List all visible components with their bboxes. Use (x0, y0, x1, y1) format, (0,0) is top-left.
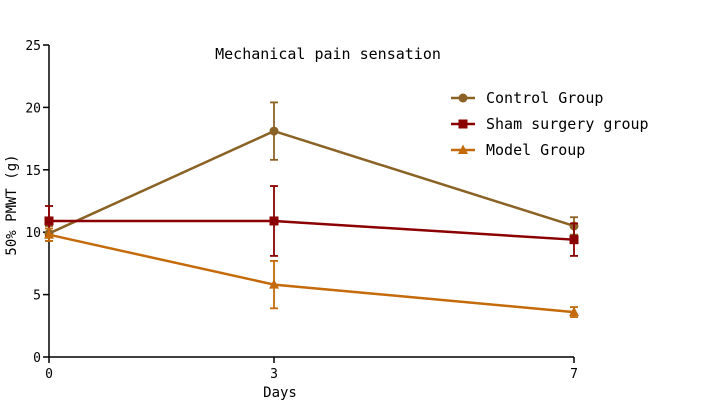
data-point (44, 229, 54, 239)
data-point (269, 279, 279, 289)
legend: Control Group Sham surgery group Model Gro… (451, 89, 649, 159)
legend-item: Control Group (451, 89, 603, 107)
legend-marker (458, 119, 468, 129)
legend-marker (458, 144, 468, 154)
legend-label: Model Group (486, 141, 585, 159)
legend-item: Sham surgery group (451, 115, 649, 133)
data-point (569, 306, 579, 317)
series-line (48, 233, 575, 314)
x-axis-title: Days (263, 385, 297, 401)
chart-title: Mechanical pain sensation (215, 45, 441, 63)
legend-marker (458, 93, 468, 103)
x-tick-label: 7 (570, 367, 578, 382)
legend-item: Model Group (451, 141, 585, 159)
axes: 0 5 10 15 20 25 0 3 7 (25, 39, 578, 382)
y-tick-label: 25 (25, 39, 41, 54)
data-point (569, 235, 579, 245)
y-tick-label: 5 (33, 289, 41, 304)
y-tick-label: 20 (25, 101, 41, 116)
x-tick-label: 3 (270, 367, 278, 382)
data-point (269, 216, 279, 226)
y-tick-label: 15 (25, 164, 41, 179)
data-point (269, 126, 279, 136)
series-layer (44, 101, 579, 318)
legend-label: Sham surgery group (486, 115, 649, 133)
data-point (44, 216, 54, 226)
x-tick-label: 0 (45, 367, 53, 382)
y-axis-title: 50% PMWT (g) (4, 154, 20, 255)
series-sham-surgery-group (44, 185, 579, 257)
series-line (49, 219, 575, 241)
series-model-group (44, 227, 579, 318)
legend-label: Control Group (486, 89, 603, 107)
y-tick-label: 10 (25, 226, 41, 241)
y-tick-label: 0 (33, 351, 41, 366)
